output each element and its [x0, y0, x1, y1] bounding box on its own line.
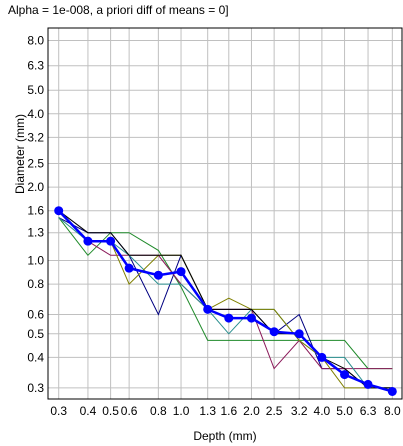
x-tick-label: 8.0	[384, 404, 401, 418]
data-point	[246, 313, 256, 323]
x-tick-label: 4.0	[314, 404, 331, 418]
x-tick-label: 0.8	[150, 404, 167, 418]
y-tick-label: 0.6	[27, 308, 44, 322]
x-tick-label: 1.0	[173, 404, 190, 418]
plot-frame	[47, 27, 403, 400]
series-line	[58, 210, 393, 389]
data-point	[203, 304, 213, 314]
data-point	[317, 352, 327, 362]
y-tick-label: 0.3	[27, 381, 44, 395]
x-axis-ticks: 0.3 0.4 0.5 0.6 0.8 1.0 1.3 1.6 2.0 2.5 3.2 4.0 5.0 6…	[50, 404, 401, 418]
chart-title: Alpha = 1e-008, a priori diff of means =…	[8, 3, 229, 17]
x-tick-label: 3.2	[291, 404, 308, 418]
y-tick-label: 0.5	[27, 327, 44, 341]
series-line	[58, 210, 393, 389]
y-tick-label: 8.0	[27, 33, 44, 47]
y-tick-label: 2.0	[27, 180, 44, 194]
data-point	[83, 236, 93, 246]
x-tick-label: 1.6	[220, 404, 237, 418]
data-point	[340, 370, 350, 380]
data-point	[224, 313, 234, 323]
y-tick-label: 2.5	[27, 157, 44, 171]
y-tick-label: 0.8	[27, 277, 44, 291]
y-tick-label: 0.4	[27, 350, 44, 364]
series-line	[58, 217, 393, 389]
data-point	[106, 236, 116, 246]
data-point	[387, 386, 397, 396]
x-tick-label: 2.5	[266, 404, 283, 418]
x-tick-label: 1.3	[199, 404, 216, 418]
x-tick-label: 2.0	[243, 404, 260, 418]
y-tick-label: 1.0	[27, 253, 44, 267]
x-tick-label: 0.6	[121, 404, 138, 418]
y-tick-label: 4.0	[27, 107, 44, 121]
data-point	[176, 267, 186, 277]
y-tick-label: 6.3	[27, 59, 44, 73]
x-tick-label: 0.3	[50, 404, 67, 418]
x-tick-label: 0.5	[102, 404, 119, 418]
plot-area	[54, 206, 397, 396]
y-axis-ticks: 0.3 0.4 0.5 0.6 0.8 1.0 1.3 1.6 2.0 2.5 3.2 4.0 5.0 6…	[27, 33, 44, 394]
y-tick-label: 1.6	[27, 204, 44, 218]
data-point	[294, 329, 304, 339]
x-tick-label: 5.0	[336, 404, 353, 418]
grid	[48, 28, 402, 399]
x-tick-label: 0.4	[80, 404, 97, 418]
data-point	[363, 379, 373, 389]
data-point	[153, 270, 163, 280]
x-tick-label: 6.3	[360, 404, 377, 418]
y-tick-label: 5.0	[27, 83, 44, 97]
data-point	[269, 327, 279, 337]
data-point	[54, 206, 64, 216]
y-axis-label: Diameter (mm)	[13, 114, 27, 194]
y-tick-label: 1.3	[27, 226, 44, 240]
series-line	[58, 217, 393, 370]
x-axis-label: Depth (mm)	[193, 429, 256, 443]
y-tick-label: 3.2	[27, 130, 44, 144]
data-point	[124, 263, 134, 273]
